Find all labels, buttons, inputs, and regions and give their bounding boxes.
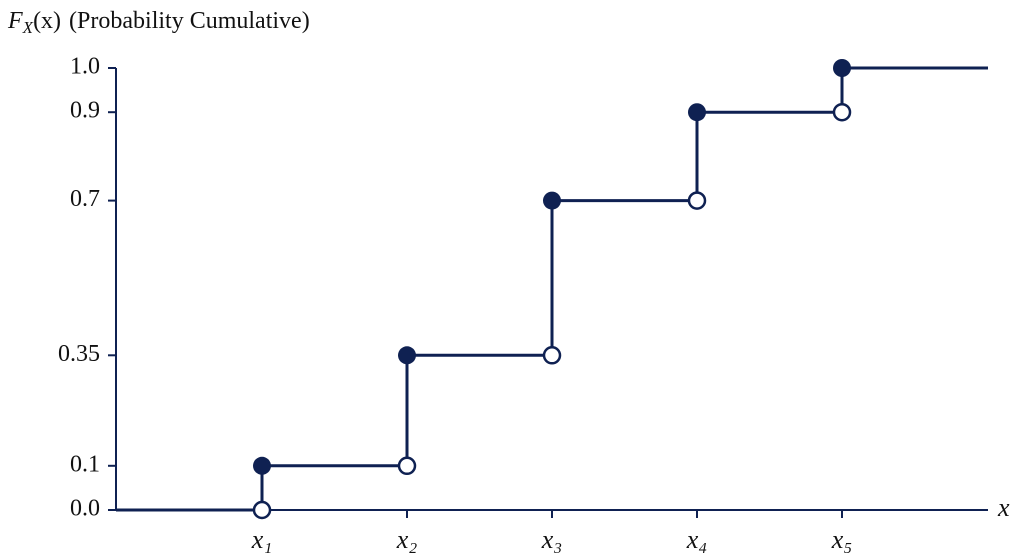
filled-point <box>543 191 561 210</box>
y-tick-label: 0.35 <box>58 341 100 367</box>
x-tick-label: x₁ <box>251 525 273 554</box>
open-point <box>542 346 562 365</box>
y-label-symbol: F <box>7 8 23 34</box>
x-tick-label: x₃ <box>541 525 563 554</box>
x-tick-label: x₅ <box>831 525 853 554</box>
filled-point <box>833 59 851 77</box>
open-point <box>832 102 852 122</box>
x-tick-label: x₄ <box>686 525 708 554</box>
filled-point <box>253 456 271 475</box>
y-label-argument: (x) <box>33 8 61 34</box>
x-tick-label: x₂ <box>396 525 418 554</box>
y-tick-label: 0.1 <box>70 451 100 477</box>
y-tick-label: 0.7 <box>70 186 100 212</box>
open-point <box>687 191 707 210</box>
y-tick-label: 1.0 <box>70 54 100 80</box>
y-label-text: (Probability Cumulative) <box>69 8 310 34</box>
y-tick-label: 0.0 <box>70 496 100 522</box>
y-axis-label: FX(x) (Probability Cumulative) <box>7 8 310 37</box>
open-point <box>397 456 417 476</box>
filled-point <box>688 103 706 122</box>
open-point <box>252 500 272 520</box>
y-tick-label: 0.9 <box>70 98 100 124</box>
x-axis-label: x <box>997 493 1010 522</box>
y-label-subscript: X <box>22 18 34 37</box>
filled-point <box>398 346 416 365</box>
